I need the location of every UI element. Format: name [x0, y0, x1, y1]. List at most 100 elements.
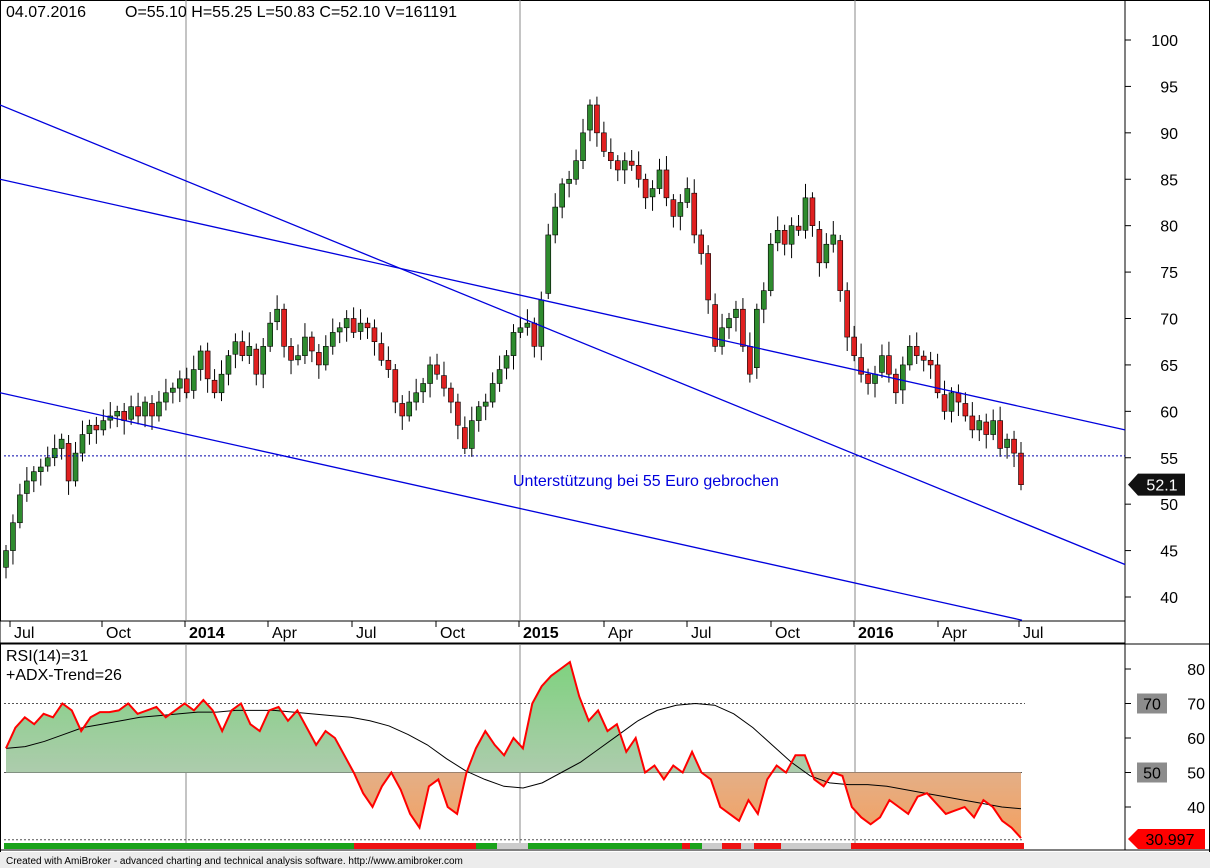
- candle-down: [941, 394, 948, 412]
- candle-up: [767, 243, 774, 291]
- candle-up: [114, 411, 121, 417]
- candle-down: [781, 230, 788, 245]
- price-tick-label-80: 80: [1160, 219, 1178, 236]
- candle-up: [427, 364, 433, 384]
- adx-title: +ADX-Trend=26: [6, 667, 122, 684]
- candle-up: [17, 494, 23, 524]
- candle-up: [990, 420, 996, 435]
- candle-down: [121, 411, 127, 421]
- candle-down: [385, 359, 392, 370]
- signal-bar-segment-11: [781, 843, 851, 849]
- adx-trend-line: [5, 702, 1022, 810]
- candle-down: [628, 160, 635, 166]
- signal-bar-segment-5: [682, 843, 690, 849]
- candle-up: [559, 183, 565, 208]
- candle-up: [79, 434, 86, 454]
- candle-up: [802, 197, 809, 231]
- candle-up: [677, 202, 684, 217]
- candle-down: [1011, 438, 1017, 454]
- candle-up: [621, 160, 628, 171]
- candle-down: [927, 359, 934, 366]
- time-axis-band: [0, 620, 1126, 644]
- time-axis-label-10: 2016: [858, 625, 894, 642]
- candle-down: [809, 197, 816, 226]
- last-price-badge: [1128, 473, 1185, 496]
- candle-down: [434, 364, 440, 375]
- candle-down: [635, 165, 642, 180]
- candle-down: [371, 327, 378, 343]
- candle-up: [302, 336, 308, 356]
- candle-down: [795, 225, 802, 231]
- price-tick-label-40: 40: [1160, 590, 1178, 607]
- candle-up: [496, 369, 503, 384]
- candle-up: [719, 327, 725, 347]
- candle-up: [552, 206, 559, 236]
- candle-up: [197, 350, 204, 370]
- rsi-last-value-label: 30.997: [1146, 832, 1195, 849]
- candlestick-series: [3, 96, 1024, 579]
- candle-down: [670, 199, 677, 217]
- candle-up: [295, 355, 301, 361]
- candle-down: [211, 379, 218, 394]
- trend-channel-lower: [0, 392, 1023, 621]
- candle-down: [997, 420, 1003, 449]
- candle-up: [163, 392, 169, 403]
- footer-text: Created with AmiBroker - advanced charti…: [6, 856, 463, 867]
- candle-up: [51, 448, 58, 459]
- candle-down: [399, 403, 406, 417]
- time-axis-label-9: Oct: [775, 625, 800, 642]
- candle-down: [392, 369, 399, 403]
- candle-up: [566, 178, 572, 184]
- candle-up: [44, 457, 51, 467]
- candle-up: [503, 355, 510, 369]
- rsi-badge-70: [1137, 693, 1167, 714]
- candle-up: [420, 383, 426, 393]
- candle-up: [322, 346, 329, 366]
- rsi-badge-50-label: 50: [1143, 766, 1161, 783]
- price-tick-label-65: 65: [1160, 358, 1178, 375]
- candle-up: [684, 188, 691, 203]
- candle-down: [281, 308, 287, 347]
- candle-up: [879, 355, 885, 373]
- candle-up: [573, 160, 579, 180]
- candle-up: [190, 369, 197, 391]
- candle-down: [844, 290, 850, 338]
- trend-channel-middle: [0, 104, 1126, 566]
- candle-down: [886, 355, 892, 375]
- candle-up: [545, 234, 552, 294]
- candle-down: [962, 403, 969, 417]
- rsi-area-above-50: [6, 662, 1021, 773]
- candle-up: [31, 471, 37, 482]
- candle-down: [747, 346, 753, 375]
- candle-up: [517, 327, 524, 333]
- rsi-last-value-badge: [1128, 829, 1205, 849]
- candle-up: [906, 346, 913, 366]
- candle-down: [253, 348, 260, 375]
- candle-up: [413, 392, 419, 403]
- footer-band: [0, 852, 1210, 868]
- candle-up: [24, 480, 30, 494]
- candle-up: [267, 322, 273, 347]
- candle-down: [288, 346, 294, 361]
- signal-bar-segment-7: [702, 843, 722, 849]
- price-tick-label-70: 70: [1160, 312, 1178, 329]
- candle-down: [1018, 452, 1024, 485]
- candle-down: [913, 346, 920, 356]
- candle-down: [149, 403, 155, 417]
- price-tick-label-75: 75: [1160, 265, 1178, 282]
- candle-down: [934, 364, 941, 394]
- candle-up: [260, 346, 267, 375]
- signal-bar-segment-2: [476, 843, 497, 849]
- candle-down: [614, 160, 621, 171]
- trend-channel-upper: [0, 178, 1126, 431]
- candle-up: [900, 364, 906, 391]
- candle-down: [309, 336, 315, 352]
- header-ohlcv: O=55.10 H=55.25 L=50.83 C=52.10 V=161191: [125, 4, 457, 21]
- candle-up: [86, 424, 93, 434]
- candle-up: [170, 387, 176, 393]
- candle-up: [177, 378, 183, 389]
- candle-down: [204, 350, 211, 380]
- price-tick-label-50: 50: [1160, 497, 1178, 514]
- candle-up: [142, 401, 148, 417]
